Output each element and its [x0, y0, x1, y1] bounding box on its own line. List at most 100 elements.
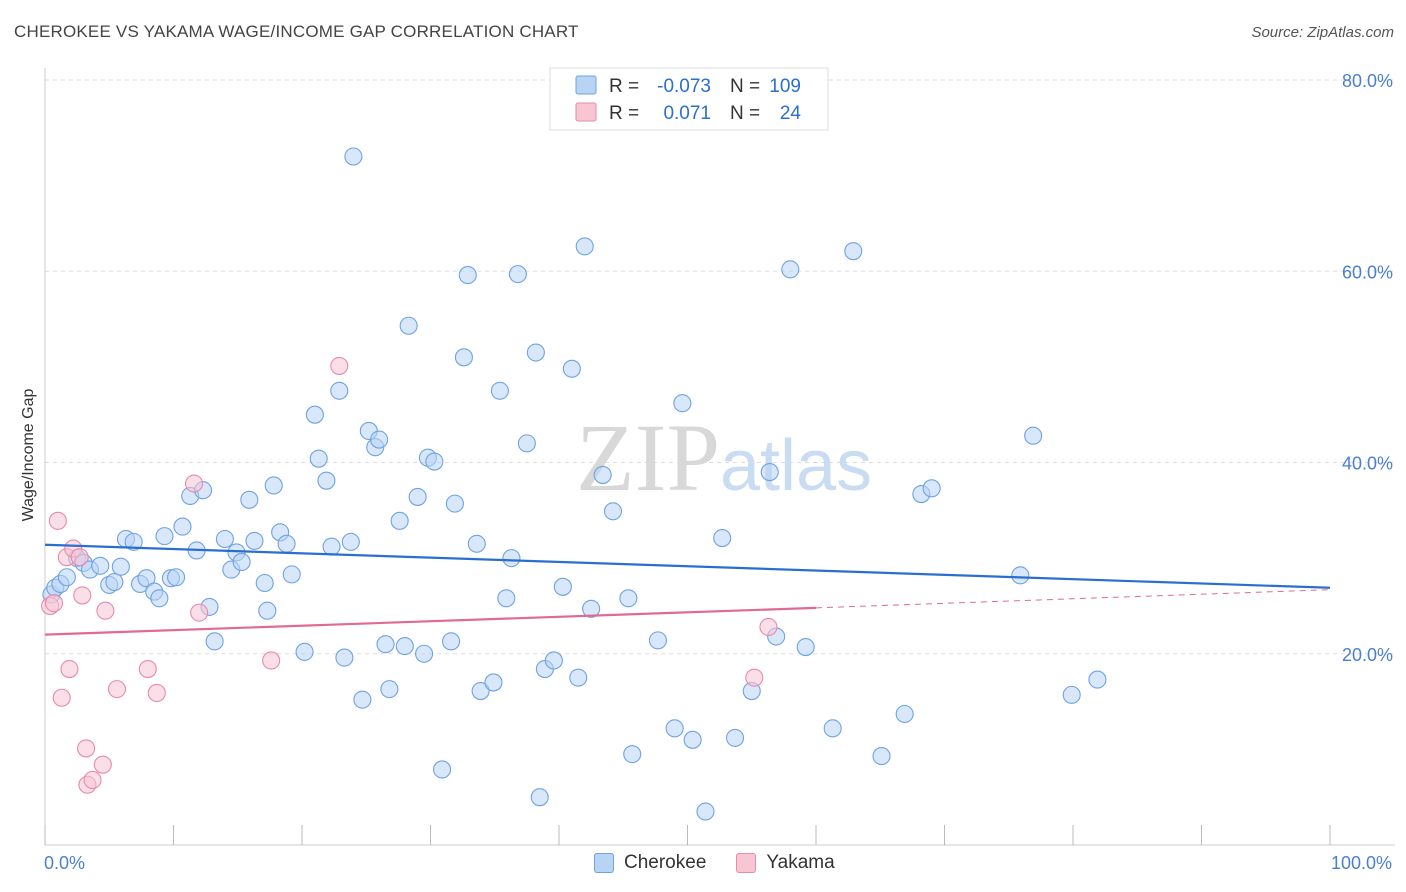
legend-item-yakama: Yakama	[736, 852, 835, 874]
legend-n-value: 109	[769, 76, 801, 97]
cherokee-point	[277, 534, 296, 553]
cherokee-point	[781, 260, 800, 279]
cherokee-point	[245, 531, 264, 550]
y-tick-label: 20.0%	[1342, 645, 1393, 665]
cherokee-point	[575, 237, 594, 256]
legend-r-value: -0.073	[657, 76, 711, 97]
yakama-point	[190, 603, 209, 622]
cherokee-swatch	[594, 853, 614, 873]
yakama-point	[77, 739, 96, 758]
cherokee-point	[673, 394, 692, 413]
watermark-atlas: atlas	[720, 426, 872, 506]
cherokee-point	[454, 348, 473, 367]
legend-n-label: N =	[730, 103, 760, 124]
yakama-point	[52, 688, 71, 707]
cherokee-point	[376, 635, 395, 654]
yakama-trend-extension	[815, 589, 1331, 609]
legend-n-label: N =	[730, 76, 760, 97]
cherokee-point	[683, 730, 702, 749]
source-label: Source: ZipAtlas.com	[1251, 24, 1394, 41]
trend-lines	[44, 543, 1331, 636]
yakama-point	[147, 683, 166, 703]
cherokee-point	[1062, 685, 1081, 704]
cherokee-point	[341, 532, 360, 551]
yakama-point	[138, 659, 157, 679]
legend-r-label: R =	[609, 103, 639, 124]
cherokee-trend-line	[44, 543, 1331, 589]
cherokee-point	[399, 316, 418, 335]
cherokee-point	[490, 381, 509, 400]
legend-item-cherokee: Cherokee	[594, 852, 706, 874]
yakama-point	[330, 356, 349, 375]
cherokee-point	[124, 532, 143, 551]
cherokee-point	[823, 719, 842, 738]
cherokee-point	[91, 556, 110, 575]
y-tick-label: 60.0%	[1342, 262, 1393, 282]
cherokee-point	[872, 747, 891, 766]
cherokee-point	[408, 487, 427, 506]
cherokee-point	[458, 266, 477, 285]
cherokee-point	[173, 517, 192, 536]
y-axis-label: Wage/Income Gap	[20, 389, 37, 522]
cherokee-point	[760, 463, 779, 482]
cherokee-point	[215, 529, 234, 549]
cherokee-point	[445, 494, 464, 513]
cherokee-point	[255, 573, 274, 593]
cherokee-point	[619, 589, 638, 608]
cherokee-point	[390, 511, 409, 530]
cherokee-point	[205, 632, 224, 651]
legend-r-label: R =	[609, 76, 639, 97]
legend-r-value: 0.071	[663, 103, 711, 124]
cherokee-point	[553, 577, 572, 596]
cherokee-point	[137, 569, 156, 588]
cherokee-points	[42, 147, 1107, 821]
y-tick-labels: 20.0% 40.0% 60.0% 80.0%	[1342, 71, 1393, 665]
legend-swatch-yakama	[575, 102, 597, 122]
cherokee-point	[593, 465, 612, 484]
cherokee-point	[433, 760, 452, 779]
cherokee-point	[562, 359, 581, 378]
cherokee-point	[380, 680, 399, 699]
yakama-point	[83, 770, 102, 790]
cherokee-point	[370, 430, 389, 449]
cherokee-point	[395, 637, 414, 656]
cherokee-point	[282, 565, 301, 584]
yakama-point	[70, 548, 89, 567]
cherokee-point	[344, 147, 363, 166]
cherokee-point	[502, 549, 521, 568]
cherokee-point	[425, 452, 444, 471]
cherokee-point	[526, 343, 545, 362]
y-tick-label: 80.0%	[1342, 71, 1393, 91]
yakama-point	[262, 651, 281, 670]
cherokee-point	[317, 471, 336, 490]
cherokee-point	[295, 642, 314, 661]
cherokee-point	[111, 557, 130, 576]
cherokee-point	[415, 644, 434, 663]
yakama-point	[60, 659, 79, 679]
x-tick-label-max: 100.0%	[1331, 853, 1392, 873]
correlation-legend: R = -0.073 N = 109 R = 0.071 N = 24	[549, 67, 829, 131]
cherokee-point	[648, 631, 667, 650]
legend-label-yakama: Yakama	[766, 852, 835, 873]
yakama-point	[185, 474, 204, 493]
cherokee-point	[484, 673, 503, 692]
yakama-points	[41, 356, 778, 794]
cherokee-point	[1024, 426, 1043, 445]
cherokee-point	[57, 568, 76, 587]
watermark-zip: ZIP	[576, 404, 720, 511]
yakama-swatch	[736, 853, 757, 873]
cherokee-point	[1088, 670, 1107, 689]
chart-title: CHEROKEE VS YAKAMA WAGE/INCOME GAP CORRE…	[14, 22, 579, 41]
cherokee-point	[150, 589, 169, 608]
cherokee-point	[569, 668, 588, 687]
cherokee-point	[696, 802, 715, 821]
cherokee-point	[309, 449, 328, 468]
cherokee-point	[264, 476, 283, 495]
cherokee-point	[167, 568, 186, 587]
cherokee-point	[155, 527, 174, 546]
series-legend: Cherokee Yakama	[594, 852, 865, 874]
y-tick-label: 40.0%	[1342, 454, 1393, 474]
cherokee-point	[623, 745, 642, 764]
legend-n-value: 24	[780, 103, 802, 124]
